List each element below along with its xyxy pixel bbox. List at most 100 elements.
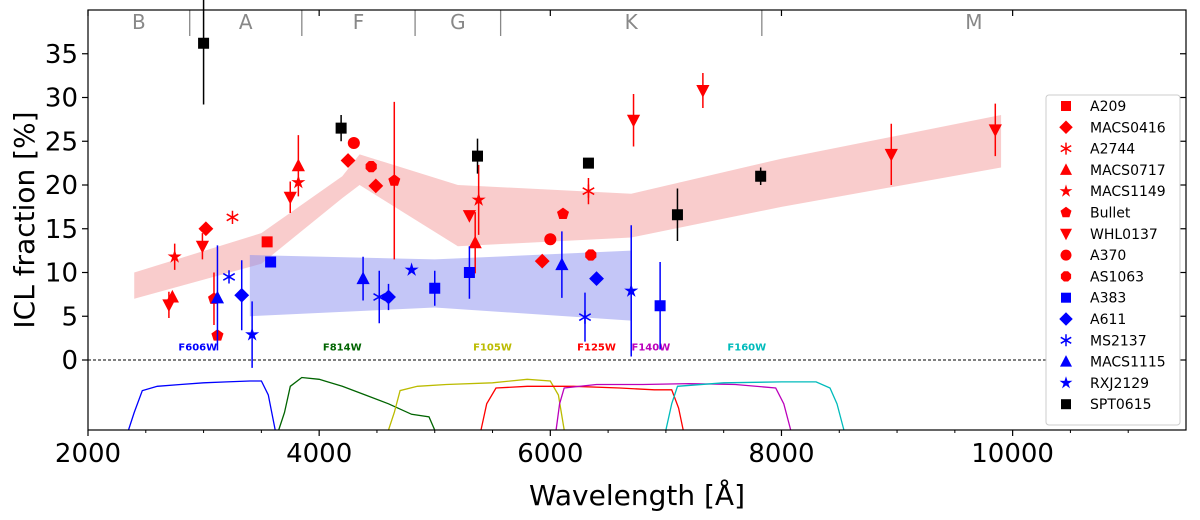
data-point-macs1149 [167,249,182,263]
y-tick-label: 10 [45,259,78,289]
legend-marker-bullet [1060,206,1072,218]
data-point-as1063 [585,249,597,261]
data-point-a383 [654,300,666,312]
legend-marker-ms2137 [1060,334,1072,347]
filter-label-f140w: F140W [631,342,670,353]
legend-label-a383: A383 [1090,291,1126,307]
legend-label-macs0717: MACS0717 [1090,163,1166,179]
y-tick-label: 15 [45,215,78,245]
data-point-spt0615 [335,122,347,134]
shaded-bands [134,115,1002,321]
series-rxj2129 [245,225,639,368]
data-point-whl0137 [195,240,210,254]
series-macs1149 [167,164,486,270]
series-as1063 [365,161,597,261]
legend-label-a2744: A2744 [1090,142,1135,158]
legend-label-ms2137: MS2137 [1090,333,1147,349]
y-tick-label: 30 [45,84,78,114]
data-point-a370 [347,136,360,150]
x-axis: 2000 4000 6000 8000 10000 [55,10,1129,469]
legend-marker-a370 [1060,249,1072,261]
series-whl0137 [162,73,1002,318]
filter-label-f814w: F814W [323,342,362,353]
data-point-a370 [544,233,557,246]
legend-label-a611: A611 [1090,312,1126,328]
legend-marker-macs1149 [1059,184,1073,197]
data-point-a611 [589,271,604,287]
legend-marker-whl0137 [1060,228,1072,241]
series-macs0717 [165,135,482,303]
spectral-type-f: F [353,10,365,34]
data-point-whl0137 [462,210,477,223]
filter-curve-f606w [127,380,276,431]
data-point-macs0717 [291,158,305,172]
series-macs0416 [198,153,550,269]
data-markers [162,0,1002,368]
x-tick-label: 10000 [971,439,1054,469]
legend-frame [1045,94,1181,426]
spectral-type-m: M [965,10,982,34]
data-point-a383 [265,256,277,268]
series-a611 [234,260,604,331]
data-point-rxj2129 [404,262,419,276]
spectral-type-a: A [239,10,253,34]
series-a2744 [226,178,595,224]
plot-frame [87,9,1187,431]
legend-label-spt0615: SPT0615 [1090,397,1152,413]
series-a383 [265,246,666,350]
data-point-macs1115 [555,257,569,271]
series-macs1115 [210,231,569,351]
y-tick-label: 5 [61,302,78,332]
legend-marker-a611 [1059,312,1073,326]
filter-label-f606w: F606W [178,342,217,353]
data-point-whl0137 [162,299,176,313]
red-uncertainty-band [134,115,1002,299]
x-axis-title: Wavelength [Å] [529,478,745,512]
data-point-macs0416 [198,221,214,237]
filter-curve-f140w [555,382,792,431]
y-axis-title: ICL fraction [%] [8,111,41,328]
spectral-type-k: K [625,10,639,34]
filter-curve-f160w [665,381,845,431]
legend-marker-a383 [1061,292,1071,303]
legend-label-rxj2129: RXJ2129 [1090,376,1149,392]
data-point-rxj2129 [624,283,639,297]
x-tick-label: 2000 [55,439,121,469]
data-point-a383 [463,267,475,278]
data-point-macs1149 [291,174,306,189]
data-point-macs0416 [534,253,550,269]
filter-label-f105w: F105W [473,342,512,353]
y-axis: 0 5 10 15 20 25 30 35 [45,40,1186,376]
x-tick-label: 6000 [517,439,583,469]
data-point-whl0137 [988,124,1002,138]
data-point-macs0416 [368,178,384,194]
series-ms2137 [222,270,592,342]
legend-marker-macs0717 [1060,163,1072,175]
data-point-spt0615 [472,150,484,162]
filter-curves: F606W F814W F105W F125W F140W F160W [127,342,845,431]
filter-curve-f814w [278,376,436,431]
legend-marker-macs1115 [1060,355,1072,367]
legend-label-macs0416: MACS0416 [1090,120,1166,136]
series-a209 [261,236,273,248]
legend-marker-a2744 [1060,142,1072,155]
spectral-type-b: B [132,10,146,34]
legend-marker-spt0615 [1061,399,1071,410]
legend-marker-a209 [1061,101,1071,111]
legend-label-whl0137: WHL0137 [1090,227,1158,243]
filter-curve-f105w [387,378,565,431]
x-tick-label: 4000 [286,439,352,469]
data-point-spt0615 [198,37,210,49]
legend-label-a370: A370 [1090,248,1126,264]
legend-label-macs1115: MACS1115 [1090,355,1166,371]
data-point-macs1115 [356,271,370,285]
y-tick-label: 25 [45,127,78,157]
blue-uncertainty-band [249,250,632,321]
y-tick-label: 20 [45,171,78,201]
data-point-macs1149 [471,192,486,206]
legend-label-bullet: Bullet [1090,206,1131,222]
data-point-macs0717 [468,235,482,249]
filter-curve-f125w [480,385,684,431]
